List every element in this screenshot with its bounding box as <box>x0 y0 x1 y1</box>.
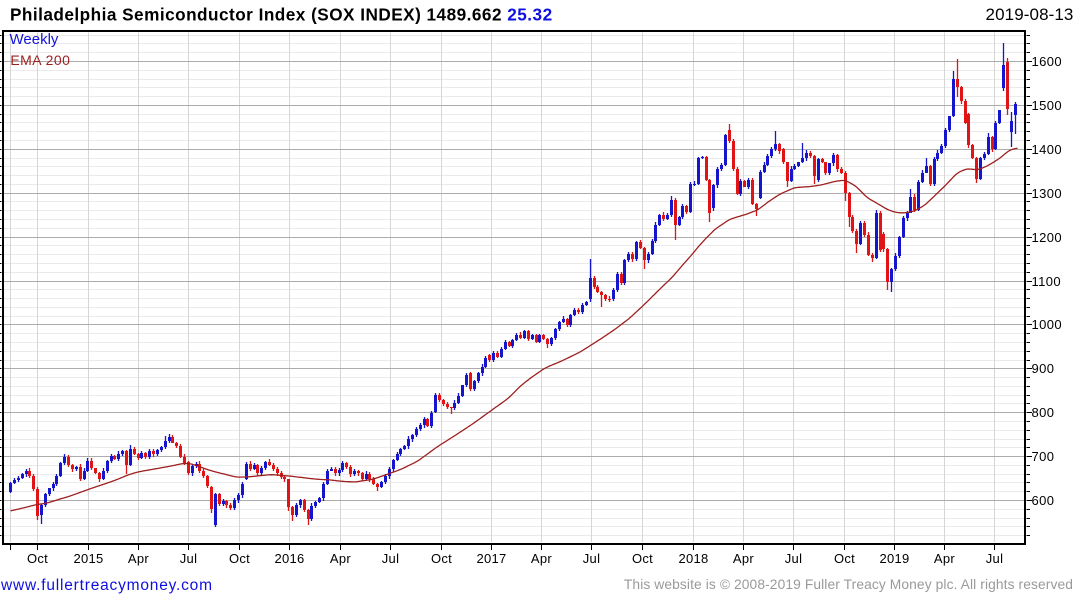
svg-text:1000: 1000 <box>1032 317 1063 332</box>
svg-text:Apr: Apr <box>330 551 352 566</box>
svg-text:Oct: Oct <box>431 551 452 566</box>
svg-text:Oct: Oct <box>229 551 250 566</box>
svg-text:2019: 2019 <box>879 551 909 566</box>
svg-text:Oct: Oct <box>632 551 653 566</box>
svg-text:2017: 2017 <box>476 551 506 566</box>
svg-text:Apr: Apr <box>934 551 956 566</box>
svg-text:Philadelphia Semiconductor Ind: Philadelphia Semiconductor Index (SOX IN… <box>10 5 553 25</box>
svg-text:Jul: Jul <box>382 551 400 566</box>
svg-text:700: 700 <box>1032 449 1055 464</box>
svg-text:Apr: Apr <box>531 551 553 566</box>
svg-text:2018: 2018 <box>678 551 708 566</box>
svg-text:Apr: Apr <box>128 551 150 566</box>
svg-text:1400: 1400 <box>1032 142 1063 157</box>
svg-text:1200: 1200 <box>1032 230 1063 245</box>
svg-text:2015: 2015 <box>73 551 103 566</box>
svg-text:900: 900 <box>1032 361 1055 376</box>
svg-text:800: 800 <box>1032 405 1055 420</box>
svg-text:600: 600 <box>1032 493 1055 508</box>
svg-text:Jul: Jul <box>583 551 601 566</box>
svg-text:Jul: Jul <box>785 551 803 566</box>
svg-text:2019-08-13: 2019-08-13 <box>986 5 1074 24</box>
svg-text:EMA 200: EMA 200 <box>10 52 70 68</box>
svg-text:1300: 1300 <box>1032 186 1063 201</box>
svg-text:Oct: Oct <box>834 551 855 566</box>
svg-text:1600: 1600 <box>1032 54 1063 69</box>
svg-text:Apr: Apr <box>733 551 755 566</box>
svg-text:Jul: Jul <box>986 551 1004 566</box>
svg-text:2016: 2016 <box>274 551 304 566</box>
svg-text:www.fullertreacymoney.com: www.fullertreacymoney.com <box>0 577 213 594</box>
svg-text:Oct: Oct <box>27 551 48 566</box>
svg-text:1500: 1500 <box>1032 98 1063 113</box>
svg-text:1100: 1100 <box>1032 274 1062 289</box>
svg-text:This website is © 2008-2019 Fu: This website is © 2008-2019 Fuller Treac… <box>624 577 1073 592</box>
svg-text:Jul: Jul <box>180 551 198 566</box>
svg-text:Weekly: Weekly <box>10 31 59 48</box>
